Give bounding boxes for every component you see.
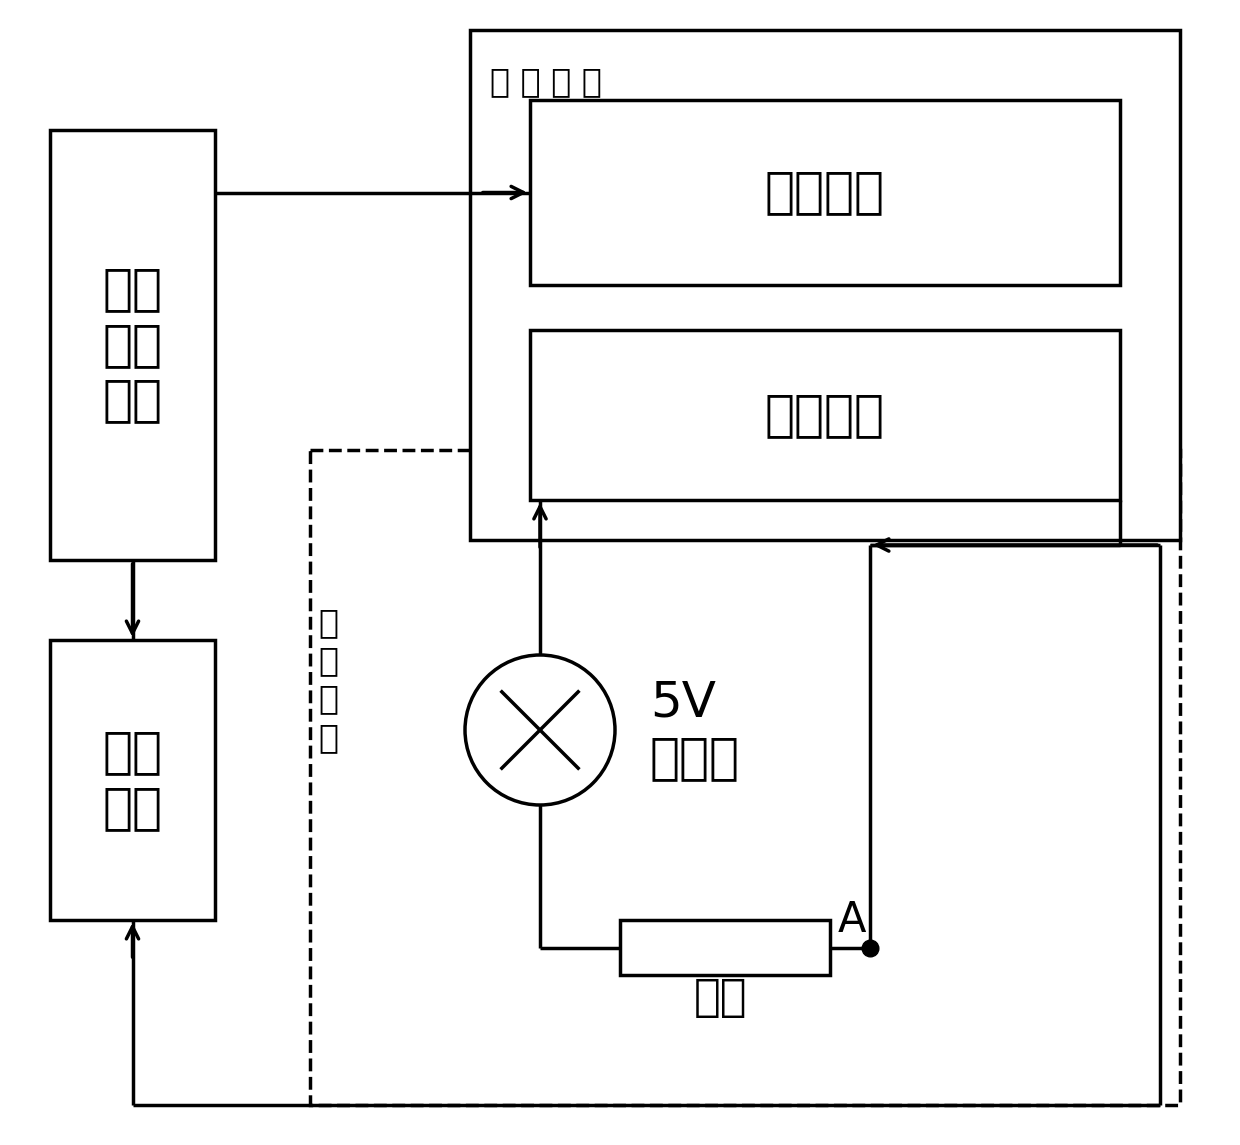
Text: 同步
起爆
装置: 同步 起爆 装置 <box>103 266 162 425</box>
Text: 金属外壳: 金属外壳 <box>765 390 885 439</box>
Bar <box>529 330 1120 500</box>
Text: 采集
系统: 采集 系统 <box>103 728 162 831</box>
Bar <box>620 919 830 976</box>
Bar <box>470 30 1180 540</box>
Bar <box>50 640 215 919</box>
Bar <box>529 100 1120 285</box>
Bar <box>310 450 1180 1105</box>
Text: A: A <box>838 899 867 941</box>
Text: 起爆接口: 起爆接口 <box>765 168 885 216</box>
Text: 爆 炸 螺 栓: 爆 炸 螺 栓 <box>490 65 601 98</box>
Text: 5V
恒压源: 5V 恒压源 <box>650 678 740 782</box>
Text: 测
量
回
路: 测 量 回 路 <box>317 606 339 753</box>
Bar <box>50 131 215 560</box>
Text: 电阻: 电阻 <box>693 977 746 1019</box>
Circle shape <box>465 655 615 805</box>
